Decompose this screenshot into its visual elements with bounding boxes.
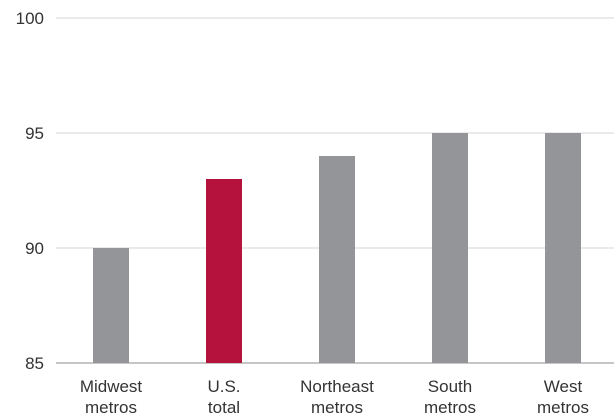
x-category-label-line: U.S.: [207, 377, 240, 396]
y-tick-label: 90: [25, 239, 44, 258]
x-category-label: South metros: [424, 377, 476, 416]
x-category-label: West metros: [537, 377, 589, 416]
bars: [93, 133, 581, 363]
x-category-label-line: Midwest: [80, 377, 143, 396]
bar: [206, 179, 242, 363]
y-tick-label: 95: [25, 124, 44, 143]
bar: [545, 133, 581, 363]
x-category-label-line: metros: [85, 398, 137, 416]
x-category-label: Midwest metros: [80, 377, 143, 416]
bar: [319, 156, 355, 363]
x-category-label-line: metros: [537, 398, 589, 416]
bar: [93, 248, 129, 363]
y-tick-label: 85: [25, 354, 44, 373]
bar: [432, 133, 468, 363]
x-category-label-line: South: [428, 377, 472, 396]
x-category-label-line: Northeast: [300, 377, 374, 396]
x-category-label-line: metros: [424, 398, 476, 416]
y-axis-tick-labels: 85 90 95 100: [16, 9, 44, 373]
x-category-label-line: total: [208, 398, 240, 416]
x-category-label: U.S. total: [207, 377, 240, 416]
x-category-label: Northeast metros: [300, 377, 374, 416]
x-category-label-line: metros: [311, 398, 363, 416]
x-category-label-line: West: [544, 377, 583, 396]
y-tick-label: 100: [16, 9, 44, 28]
